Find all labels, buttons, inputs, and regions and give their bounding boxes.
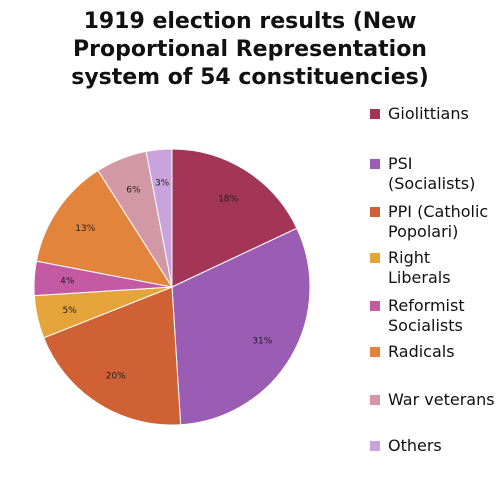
legend-label-4: Reformist Socialists: [388, 296, 500, 336]
chart-title-line-2: Proportional Representation: [73, 37, 427, 62]
legend-swatch-4: [370, 301, 380, 311]
chart-title: 1919 election results (New Proportional …: [0, 8, 500, 92]
legend-label-line: Right: [388, 248, 431, 267]
legend-swatch-1: [370, 159, 380, 169]
pie-slice-label-7: 3%: [155, 179, 170, 189]
legend-label-7: Others: [388, 436, 500, 456]
legend-label-line: Radicals: [388, 342, 455, 361]
legend-label-line: Socialists: [388, 316, 463, 335]
legend-swatch-6: [370, 395, 380, 405]
legend-swatch-5: [370, 347, 380, 357]
pie-slice-label-5: 13%: [75, 224, 95, 234]
pie-slice-7: [145, 148, 173, 288]
legend-label-line: War veterans: [388, 390, 495, 409]
legend-label-5: Radicals: [388, 342, 500, 362]
legend-swatch-3: [370, 253, 380, 263]
chart-title-line-3: system of 54 constituencies): [71, 65, 429, 90]
legend-label-0: Giolittians: [388, 104, 500, 124]
pie-slice-label-0: 18%: [218, 194, 238, 204]
pie-slice-label-1: 31%: [252, 336, 272, 346]
pie-slice-labels: 18% 31% 20% 5% 4% 13% 6% 3%: [60, 179, 273, 382]
legend-label-2: PPI (Catholic Popolari): [388, 202, 500, 242]
legend-label-line: Liberals: [388, 268, 451, 287]
chart-title-line-1: 1919 election results (New: [83, 9, 417, 34]
legend-swatch-7: [370, 441, 380, 451]
legend-swatch-0: [370, 109, 380, 119]
legend-label-3: Right Liberals: [388, 248, 500, 288]
legend-label-1: PSI (Socialists): [388, 154, 500, 194]
pie-chart: 18% 31% 20% 5% 4% 13% 6% 3%: [33, 148, 311, 426]
pie-slice-label-6: 6%: [126, 186, 141, 196]
legend-label-6: War veterans: [388, 390, 500, 410]
legend-label-line: Popolari): [388, 222, 459, 241]
pie-slice-2: [43, 286, 182, 426]
pie-slices: [33, 148, 311, 426]
legend-label-line: PSI: [388, 154, 413, 173]
legend-label-line: Others: [388, 436, 442, 455]
pie-slice-0: [171, 148, 298, 288]
pie-slice-5: [35, 169, 174, 288]
legend-label-line: Giolittians: [388, 104, 469, 123]
pie-slice-label-4: 4%: [60, 276, 75, 286]
pie-slice-1: [171, 227, 311, 426]
legend-swatch-2: [370, 207, 380, 217]
legend: Giolittians PSI (Socialists) PPI (Catholic P…: [370, 0, 500, 480]
legend-label-line: PPI (Catholic: [388, 202, 489, 221]
legend-label-line: Reformist: [388, 296, 465, 315]
pie-slice-label-3: 5%: [62, 306, 77, 316]
legend-label-line: (Socialists): [388, 174, 476, 193]
pie-slice-label-2: 20%: [106, 372, 126, 382]
